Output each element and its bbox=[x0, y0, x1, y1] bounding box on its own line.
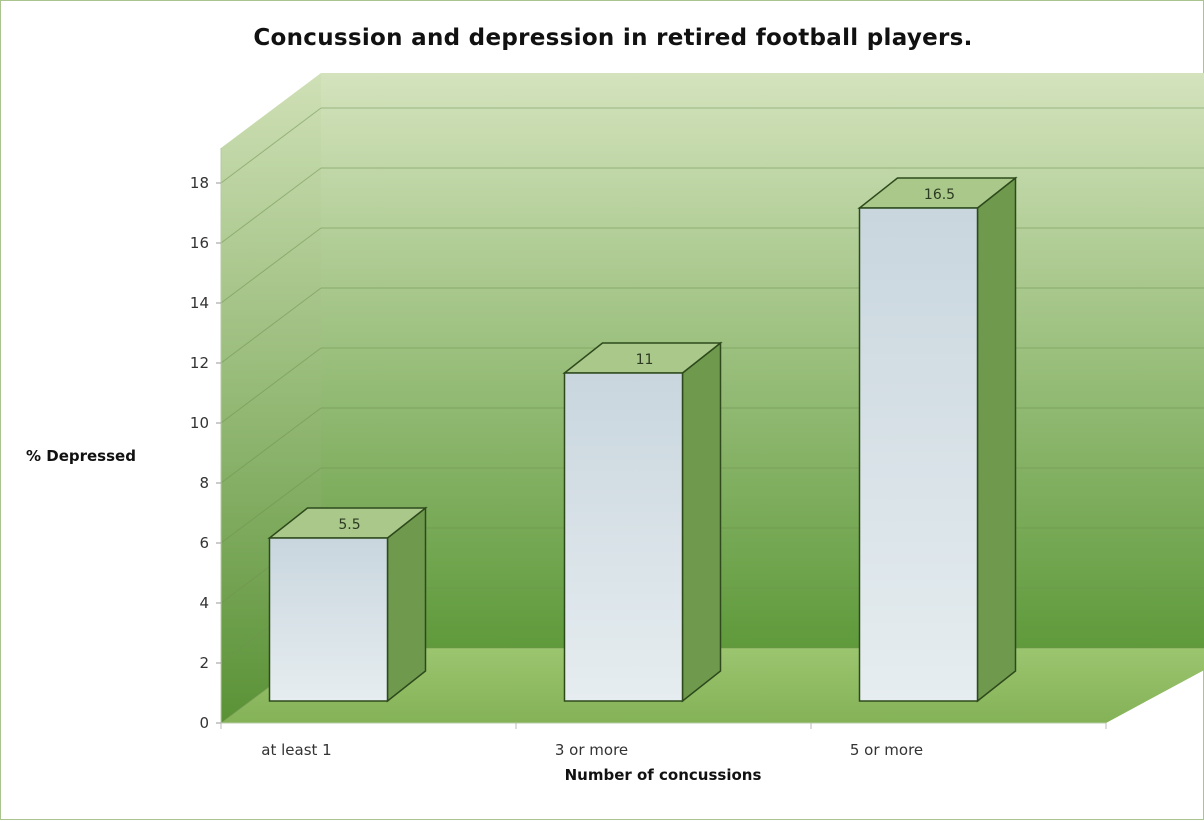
bar-side bbox=[386, 506, 427, 703]
y-axis-title: % Depressed bbox=[26, 447, 136, 465]
x-tick-label: 3 or more bbox=[555, 741, 628, 759]
y-tick-label: 18 bbox=[190, 174, 209, 192]
bar-value-label: 5.5 bbox=[338, 517, 360, 533]
bar-side bbox=[976, 176, 1017, 703]
gridline-side bbox=[220, 227, 322, 304]
y-tick-label: 4 bbox=[199, 594, 209, 612]
chart-title: Concussion and depression in retired foo… bbox=[253, 25, 973, 51]
x-tick-label: 5 or more bbox=[850, 741, 923, 759]
gridline-side bbox=[220, 407, 322, 484]
gridline-side bbox=[220, 287, 322, 364]
y-tick-label: 0 bbox=[199, 714, 209, 732]
back-wall bbox=[321, 73, 1204, 648]
gridline-side bbox=[220, 167, 322, 244]
bar-value-label: 11 bbox=[636, 352, 654, 368]
bar-side bbox=[681, 341, 722, 703]
x-axis-title: Number of concussions bbox=[565, 766, 762, 784]
gridline-side bbox=[220, 347, 322, 424]
bar bbox=[563, 372, 684, 702]
y-tick-label: 16 bbox=[190, 234, 209, 252]
gridline-side bbox=[220, 467, 322, 544]
bar bbox=[858, 207, 979, 702]
y-tick-label: 10 bbox=[190, 414, 209, 432]
y-tick-label: 2 bbox=[199, 654, 209, 672]
y-tick-label: 6 bbox=[199, 534, 209, 552]
bar bbox=[268, 537, 389, 702]
y-tick-label: 8 bbox=[199, 474, 209, 492]
y-tick-label: 14 bbox=[190, 294, 209, 312]
bar-value-label: 16.5 bbox=[924, 187, 955, 203]
x-tick-label: at least 1 bbox=[261, 741, 331, 759]
gridline-side bbox=[220, 107, 322, 184]
y-tick-label: 12 bbox=[190, 354, 209, 372]
